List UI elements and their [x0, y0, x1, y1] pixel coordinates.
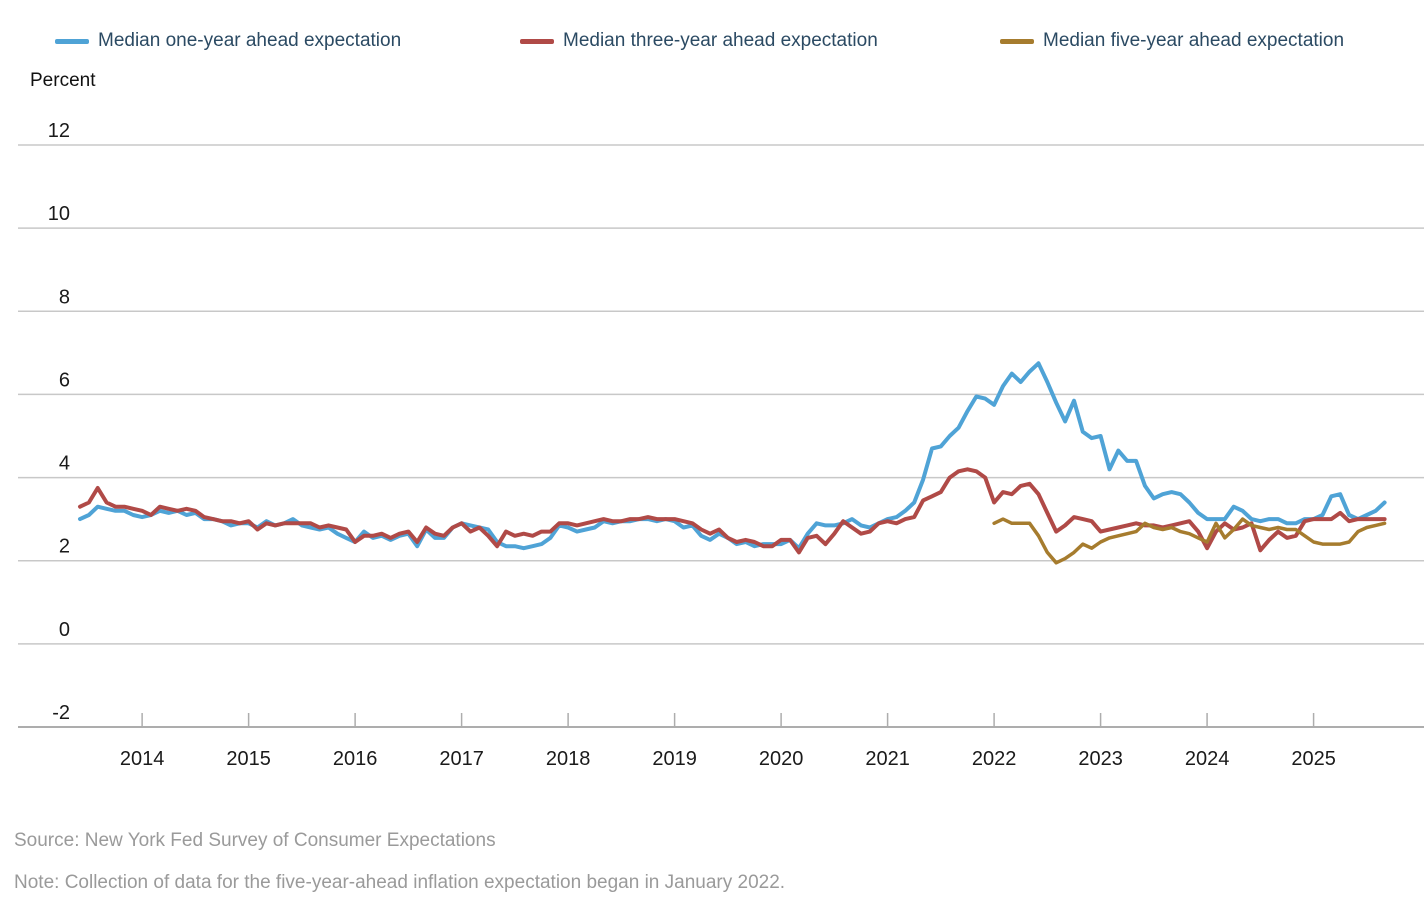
legend-item-three-year: Median three-year ahead expectation: [520, 30, 878, 52]
x-tick-label: 2014: [120, 748, 165, 770]
y-tick-label: 6: [59, 369, 70, 391]
source-note: Source: New York Fed Survey of Consumer …: [14, 830, 496, 851]
legend-swatch-icon: [55, 38, 89, 44]
y-tick-label: -2: [52, 702, 70, 724]
series-line-three-year: [78, 467, 1387, 555]
legend-label: Median five-year ahead expectation: [1043, 30, 1345, 51]
x-tick-label: 2016: [333, 748, 378, 770]
x-tick-label: 2024: [1185, 748, 1230, 770]
x-tick-label: 2018: [546, 748, 591, 770]
y-tick-label: 10: [48, 203, 70, 225]
legend-label: Median three-year ahead expectation: [563, 30, 878, 51]
y-tick-label: 2: [59, 536, 70, 558]
x-tick-label: 2019: [652, 748, 697, 770]
x-tick-label: 2021: [865, 748, 910, 770]
legend-item-one-year: Median one-year ahead expectation: [55, 30, 401, 52]
y-tick-label: 0: [59, 619, 70, 641]
y-axis-title: Percent: [30, 70, 96, 91]
x-tick-label: 2025: [1291, 748, 1336, 770]
x-tick-label: 2017: [439, 748, 484, 770]
x-tick-label: 2020: [759, 748, 804, 770]
x-tick-label: 2015: [226, 748, 271, 770]
chart-legend: Median one-year ahead expectation Median …: [0, 0, 1424, 60]
series-line-five-year: [992, 517, 1387, 565]
legend-label: Median one-year ahead expectation: [98, 30, 402, 51]
y-tick-label: 12: [48, 120, 70, 142]
x-tick-label: 2023: [1078, 748, 1123, 770]
x-tick-label: 2022: [972, 748, 1017, 770]
y-tick-label: 8: [59, 286, 70, 308]
legend-swatch-icon: [1000, 38, 1034, 44]
legend-swatch-icon: [520, 38, 554, 44]
y-tick-label: 4: [59, 453, 70, 475]
legend-item-five-year: Median five-year ahead expectation: [1000, 30, 1344, 52]
data-note: Note: Collection of data for the five-ye…: [14, 872, 786, 893]
